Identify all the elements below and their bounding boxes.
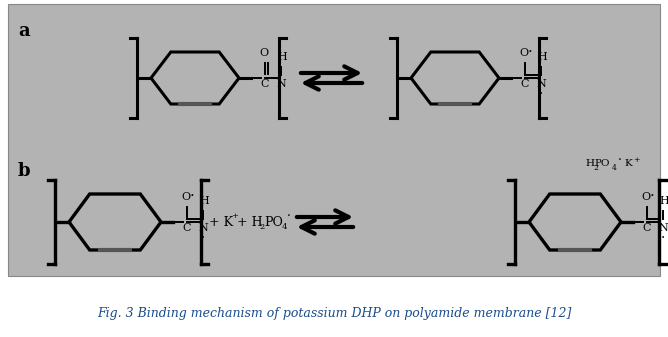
- Text: C: C: [261, 79, 269, 89]
- Text: N: N: [658, 223, 668, 233]
- Bar: [8, 4, 660, 276]
- Text: Fig. 3 Binding mechanism of potassium DHP on polyamide membrane [12]: Fig. 3 Binding mechanism of potassium DH…: [97, 307, 571, 320]
- Text: 4: 4: [282, 223, 287, 231]
- Text: O: O: [520, 48, 528, 58]
- Text: H: H: [585, 159, 595, 168]
- Text: N: N: [536, 79, 546, 89]
- Polygon shape: [69, 194, 161, 250]
- Text: a: a: [18, 22, 29, 40]
- Text: C: C: [643, 223, 651, 233]
- Text: N: N: [276, 79, 286, 89]
- Text: O: O: [259, 48, 269, 58]
- Text: 4: 4: [612, 164, 617, 172]
- Text: H: H: [277, 52, 287, 62]
- Text: C: C: [521, 79, 529, 89]
- Text: O: O: [182, 192, 190, 202]
- Text: 2: 2: [594, 164, 599, 172]
- Text: + H: + H: [237, 215, 263, 228]
- Text: + K: + K: [209, 215, 233, 228]
- Text: O: O: [641, 192, 651, 202]
- Text: ·: ·: [539, 87, 543, 101]
- Text: 2: 2: [259, 223, 265, 231]
- Text: b: b: [18, 162, 31, 180]
- Text: H: H: [199, 196, 209, 206]
- Text: ·: ·: [618, 153, 622, 166]
- Text: ·: ·: [528, 45, 532, 59]
- Polygon shape: [151, 52, 239, 104]
- Text: PO: PO: [595, 159, 610, 168]
- Text: K: K: [624, 159, 632, 168]
- Text: +: +: [231, 212, 238, 220]
- Text: ·: ·: [649, 189, 655, 203]
- Text: ·: ·: [287, 210, 291, 222]
- Text: N: N: [198, 223, 208, 233]
- Text: C: C: [183, 223, 191, 233]
- Text: H: H: [659, 196, 668, 206]
- Text: ·: ·: [661, 231, 665, 245]
- Polygon shape: [411, 52, 499, 104]
- Text: +: +: [633, 156, 639, 164]
- Text: PO: PO: [264, 215, 283, 228]
- Text: ·: ·: [190, 189, 194, 203]
- Text: ·: ·: [201, 231, 205, 245]
- Polygon shape: [529, 194, 621, 250]
- Text: H: H: [537, 52, 547, 62]
